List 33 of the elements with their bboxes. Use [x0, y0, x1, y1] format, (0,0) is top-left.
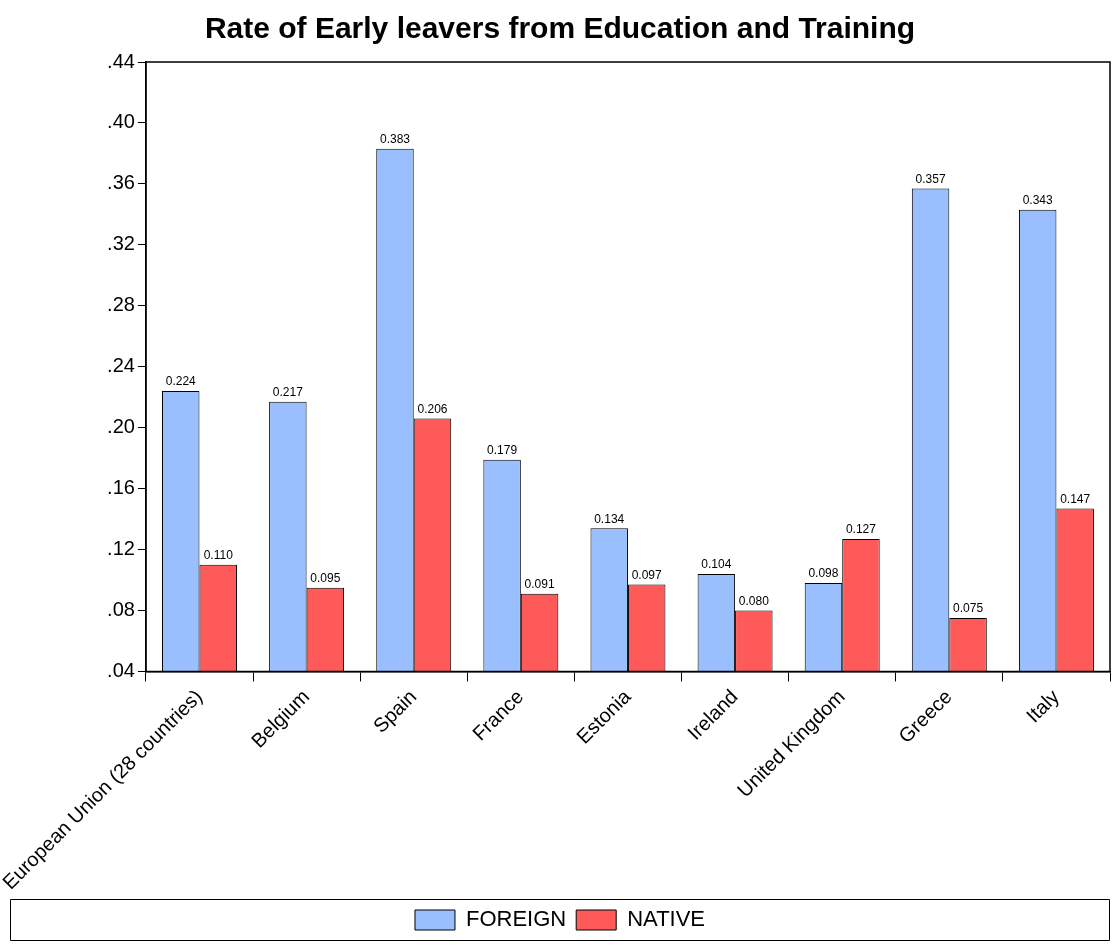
data-label: 0.357: [915, 171, 946, 186]
data-label: 0.095: [310, 570, 341, 585]
y-tick-label: .32: [107, 232, 135, 255]
y-tick-label: .36: [107, 171, 135, 194]
data-label: 0.075: [953, 601, 984, 616]
legend-label: FOREIGN: [465, 906, 567, 932]
data-label: 0.343: [1022, 193, 1054, 208]
data-label: 0.206: [417, 401, 448, 416]
data-label: 0.098: [808, 566, 839, 581]
y-tick-label: .28: [107, 293, 135, 316]
data-label: 0.080: [738, 593, 770, 608]
chart-title: Rate of Early leavers from Education and Training: [204, 11, 916, 45]
y-tick-label: .24: [107, 354, 135, 377]
x-tick-label: Italy: [1021, 685, 1064, 727]
y-tick-label: .04: [107, 658, 135, 681]
y-tick-label: .08: [107, 598, 135, 620]
data-label: 0.104: [701, 557, 732, 572]
y-tick-label: .12: [107, 537, 135, 560]
y-tick-label: .16: [107, 476, 135, 499]
data-label: 0.179: [487, 442, 518, 457]
data-label: 0.217: [272, 385, 304, 400]
y-tick-label: .20: [107, 415, 135, 438]
data-label: 0.383: [379, 132, 411, 147]
data-label: 0.097: [631, 567, 663, 582]
y-tick-label: .40: [107, 110, 135, 133]
data-label: 0.110: [203, 548, 234, 563]
data-label: 0.091: [524, 577, 555, 592]
data-label: 0.127: [845, 522, 877, 537]
data-label: 0.134: [594, 511, 625, 526]
y-tick-label: .44: [107, 49, 135, 72]
data-label: 0.224: [165, 374, 197, 389]
data-label: 0.147: [1060, 491, 1091, 506]
legend-label: NATIVE: [627, 906, 706, 932]
